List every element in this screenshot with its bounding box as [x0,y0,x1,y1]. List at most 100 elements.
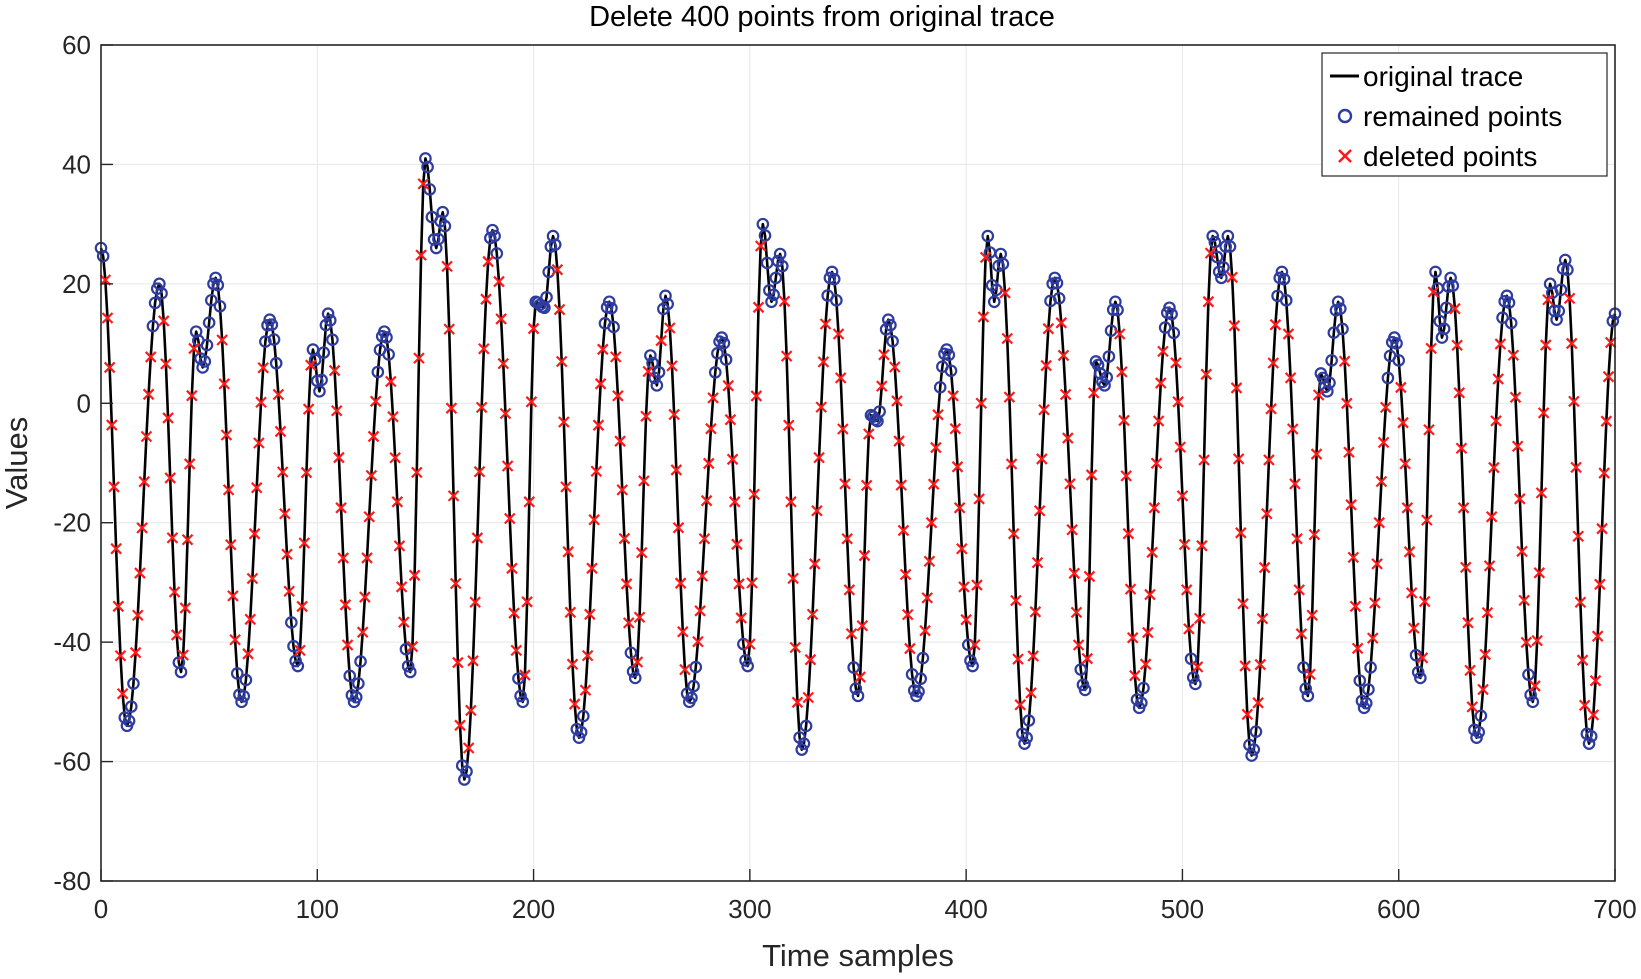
deleted-point [705,422,717,435]
deleted-point [726,453,739,466]
deleted-point [142,388,155,401]
deleted-point [164,472,176,484]
deleted-point [1252,697,1264,709]
deleted-point [700,494,713,507]
deleted-point [452,656,464,669]
deleted-point [834,372,847,384]
remained-point [124,700,138,713]
deleted-point [1349,600,1362,613]
deleted-point [1395,381,1407,394]
deleted-point [1120,470,1132,482]
deleted-point [1455,442,1468,455]
deleted-point [1570,461,1582,474]
deleted-point [1587,709,1600,721]
deleted-point [1345,499,1357,511]
remained-point [1392,354,1406,367]
remained-point [773,247,787,261]
remained-point [628,671,642,685]
remained-point [1584,730,1598,743]
remained-point [421,160,434,174]
remained-point [209,271,222,285]
remained-point [427,233,441,246]
deleted-point [365,469,378,482]
deleted-point [1027,650,1039,662]
remained-point [267,333,281,346]
remained-point [756,217,770,231]
remained-point [403,665,417,679]
deleted-point [1477,683,1489,696]
deleted-point [1540,339,1552,351]
deleted-point [1483,560,1496,572]
deleted-point [1373,516,1386,529]
deleted-point [1191,661,1204,673]
deleted-point [1033,504,1046,517]
deleted-point [1574,596,1587,609]
deleted-point [670,464,683,476]
deleted-point [1124,583,1137,595]
remained-point [1552,304,1566,318]
deleted-point [1405,587,1418,599]
deleted-point [1576,654,1589,666]
deleted-point [398,616,410,628]
remained-point [196,361,209,374]
remained-point [315,373,328,387]
remained-point [1323,376,1336,390]
remained-point [996,257,1010,271]
remained-point [1279,294,1293,307]
deleted-point [328,364,341,377]
deleted-point [813,451,825,464]
deleted-point [1425,342,1437,355]
deleted-point [1081,652,1094,665]
deleted-point [1174,441,1187,453]
deleted-point [508,607,520,619]
deleted-point [1598,467,1610,479]
deleted-point [1157,345,1169,358]
deleted-point [1040,359,1052,372]
deleted-point [1237,597,1249,610]
deleted-point [188,342,200,355]
plot-frame [100,44,1616,882]
remained-point [352,677,365,690]
remained-point [1052,291,1066,305]
remained-point [436,205,450,219]
remained-point [916,651,930,665]
deleted-point [923,555,936,568]
deleted-point [1304,668,1316,681]
deleted-point [1113,328,1126,340]
deleted-point [1371,558,1383,570]
deleted-point [447,490,460,502]
deleted-point [1193,612,1206,625]
remained-point [148,296,162,310]
x-tick-label: 600 [1377,894,1420,924]
deleted-point [229,633,241,646]
remained-point [605,301,618,315]
remained-point [1437,322,1451,336]
deleted-point [300,466,313,479]
deleted-point [1507,349,1520,362]
deleted-point [335,502,347,514]
remained-point [205,293,218,307]
deleted-point [562,546,574,558]
remained-point [1381,371,1395,385]
deleted-point [1232,453,1245,465]
deleted-point [1267,357,1280,369]
remained-point [933,381,947,394]
remained-point [830,294,843,307]
deleted-point [1459,561,1472,574]
remained-point [349,690,363,704]
remained-point [401,659,415,673]
remained-point [944,364,958,378]
deleted-point [832,328,845,340]
deleted-point [1072,639,1085,651]
remained-point [1299,682,1313,695]
deleted-point [674,577,687,589]
deleted-point [138,475,151,488]
remained-point [1297,661,1310,674]
deleted-point [1485,510,1498,523]
y-tick-label: 40 [62,149,91,179]
deleted-point [1036,453,1048,465]
deleted-point [927,478,940,490]
remained-point [1439,301,1453,315]
deleted-point [858,549,871,562]
deleted-point [1509,391,1522,404]
